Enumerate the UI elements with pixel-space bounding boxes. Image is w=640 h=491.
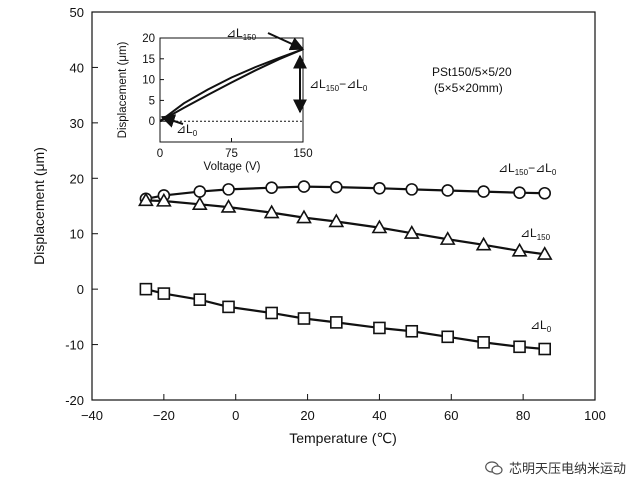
x-tick-label: −20 [153, 408, 175, 423]
data-point-square [441, 330, 454, 344]
inset-plot: 0 5 10 15 20 0 75 150 Voltage (V) Displacement… [117, 26, 368, 173]
data-point-circle [538, 186, 552, 200]
series-label-l150: ⊿L150 [520, 226, 551, 242]
inset-x-tick-label: 0 [157, 148, 163, 160]
data-point-triangle [138, 192, 154, 207]
data-point-triangle [475, 236, 492, 251]
data-point-square [538, 342, 552, 356]
x-tick-label: 40 [372, 408, 386, 423]
inset-x-tick-label: 150 [293, 148, 312, 160]
y-tick-label: 50 [70, 5, 84, 20]
series-layer [138, 180, 553, 356]
data-point-circle [513, 186, 526, 199]
y-tick-label: -20 [65, 393, 84, 408]
data-point-circle [297, 180, 311, 193]
inset-x-tick-label: 75 [225, 148, 238, 160]
x-tick-label: 80 [516, 408, 530, 423]
x-axis-ticks: −40 −20 0 20 40 60 80 100 [81, 394, 606, 423]
inset-annot-diff: ⊿L150−⊿L0 [309, 77, 368, 93]
product-dims: (5×5×20mm) [434, 81, 503, 95]
data-point-circle [441, 184, 454, 197]
inset-y-title: Displacement (μm) [117, 41, 129, 138]
inset-y-tick-label: 0 [149, 116, 155, 128]
plot-frame [91, 11, 596, 401]
data-point-circle [477, 185, 490, 198]
x-axis-title: Temperature (℃) [289, 430, 397, 446]
inset-x-title: Voltage (V) [204, 161, 261, 173]
data-point-square [405, 324, 419, 338]
data-point-circle [373, 181, 386, 195]
y-tick-label: 20 [70, 171, 84, 186]
y-tick-label: 10 [70, 227, 84, 242]
x-tick-label: 100 [584, 408, 606, 423]
data-point-triangle [191, 196, 208, 211]
data-point-triangle [536, 246, 553, 260]
inset-upper-curve [159, 48, 304, 122]
inset-y-tick-label: 20 [142, 33, 155, 45]
y-axis-title: Displacement (μm) [31, 147, 47, 265]
data-point-triangle [371, 219, 388, 234]
data-point-square [297, 312, 311, 325]
y-tick-label: -10 [65, 338, 84, 353]
data-point-circle [222, 183, 235, 196]
inset-y-tick-label: 5 [149, 95, 155, 107]
data-point-triangle [328, 213, 345, 228]
data-point-square [157, 287, 171, 300]
product-label: PSt150/5×5/20 [432, 65, 512, 79]
data-point-triangle [220, 198, 237, 213]
data-point-circle [265, 181, 278, 195]
y-tick-label: 30 [70, 116, 84, 131]
data-point-square [139, 282, 153, 296]
data-point-circle [193, 185, 207, 198]
data-point-square [193, 293, 207, 306]
y-tick-label: 0 [77, 282, 84, 297]
data-point-square [477, 336, 490, 349]
data-point-square [265, 306, 278, 320]
x-tick-label: 0 [232, 408, 239, 423]
data-point-circle [330, 180, 343, 194]
inset-x-ticks: 0 75 150 [157, 138, 313, 160]
y-tick-label: 40 [70, 60, 84, 75]
watermark-text: 芯明天压电纳米运动 [508, 461, 626, 476]
x-tick-label: 20 [300, 408, 314, 423]
x-tick-label: −40 [81, 408, 103, 423]
inset-annot-l0: ⊿L0 [176, 122, 198, 138]
data-point-square [373, 321, 386, 335]
inset-annot-l150: ⊿L150 [226, 26, 257, 42]
data-point-triangle [511, 242, 528, 257]
wechat-icon [485, 460, 503, 475]
data-point-triangle [403, 225, 420, 239]
data-point-triangle [155, 192, 172, 207]
inset-arrow-l150 [267, 32, 305, 51]
x-tick-label: 60 [444, 408, 458, 423]
inset-lower-curve [159, 48, 304, 123]
data-point-triangle [439, 231, 456, 245]
data-point-square [513, 340, 526, 354]
data-point-circle [405, 183, 419, 196]
series-label-diff: ⊿L150−⊿L0 [498, 161, 557, 177]
inset-arrow-l0 [160, 114, 184, 128]
inset-y-tick-label: 10 [142, 75, 155, 87]
data-point-square [222, 300, 235, 314]
data-point-square [330, 316, 343, 329]
watermark: 芯明天压电纳米运动 [485, 458, 626, 477]
data-point-triangle [263, 204, 280, 219]
inset-y-tick-label: 15 [142, 54, 155, 66]
data-point-triangle [296, 209, 312, 224]
series-label-l0: ⊿L0 [530, 318, 552, 334]
inset-y-ticks: 0 5 10 15 20 [142, 33, 164, 128]
y-axis-ticks: -20 -10 0 10 20 30 40 50 [65, 5, 98, 408]
